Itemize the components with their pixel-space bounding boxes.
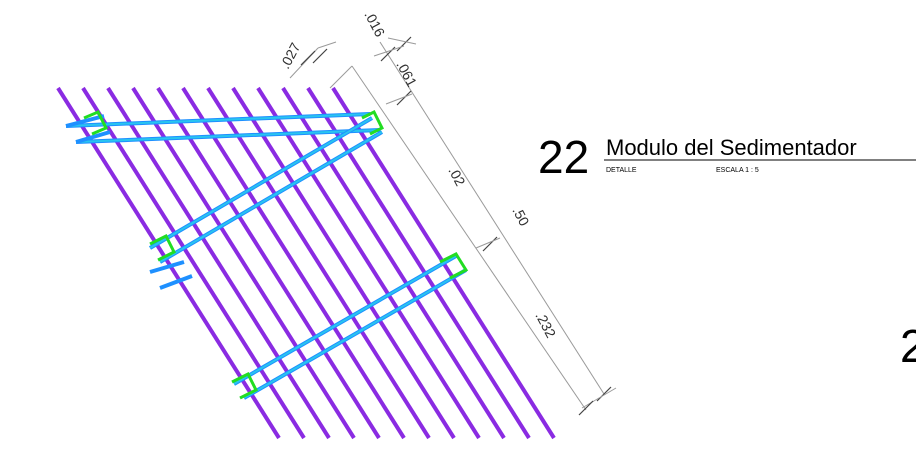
dimension-line	[373, 45, 405, 57]
support-beam-top	[65, 112, 381, 144]
dimension-tick	[396, 36, 412, 52]
beam-bracket	[361, 109, 385, 136]
beam-bracket	[231, 371, 259, 400]
dim-slat-spacing: .027	[277, 40, 304, 72]
dim-top-offset: .061	[393, 58, 420, 90]
inclined-plates	[56, 86, 556, 440]
detail-name: Modulo del Sedimentador	[606, 135, 857, 160]
dimension-line	[351, 65, 587, 411]
dimension-line	[317, 41, 337, 49]
plate-slat	[306, 86, 531, 440]
beam-face	[159, 131, 383, 263]
plate-slat	[256, 86, 481, 440]
beam-face	[233, 255, 457, 385]
dim-segment-upper: .02	[445, 164, 468, 189]
support-beam-bottom	[233, 254, 467, 400]
dimension-tick	[482, 236, 498, 252]
beam-face	[243, 269, 467, 399]
dimension-tick	[596, 386, 612, 402]
support-beams	[65, 109, 469, 400]
plate-slat	[206, 86, 431, 440]
beam-face	[149, 117, 373, 249]
beam-stub	[75, 130, 111, 144]
beam-stub	[149, 260, 185, 274]
next-detail-number: 2	[900, 320, 916, 372]
dimension-line	[581, 387, 617, 409]
plate-slat	[181, 86, 406, 440]
beam-face	[75, 129, 381, 143]
beam-bracket	[439, 252, 469, 280]
plate-slat	[231, 86, 456, 440]
dimension-tick	[396, 90, 412, 106]
dimension-line	[379, 41, 605, 395]
dimension-tick	[312, 48, 328, 64]
detail-scale: ESCALA 1 : 5	[716, 167, 759, 174]
dim-slat-thickness: .016	[361, 8, 388, 40]
beam-stub	[65, 114, 105, 128]
dimension-lines	[289, 36, 617, 416]
beam-stub	[159, 274, 193, 290]
plate-slat	[156, 86, 381, 440]
beam-bracket	[149, 233, 177, 262]
dim-segment-lower: .232	[532, 309, 559, 341]
dim-total-length: .50	[509, 204, 532, 229]
detail-number: 22	[538, 131, 589, 183]
dimension-line	[385, 93, 413, 105]
beam-face	[65, 113, 371, 127]
support-beam-middle	[148, 116, 384, 264]
detail-title-block: 22 Modulo del Sedimentador DETALLE ESCAL…	[538, 131, 916, 183]
plate-slat	[81, 86, 306, 440]
detail-type: DETALLE	[606, 167, 637, 174]
plate-slat	[131, 86, 356, 440]
dimension-tick	[578, 400, 594, 416]
dimension-line	[475, 237, 501, 249]
dimension-tick	[380, 46, 396, 62]
dimension-tick	[300, 50, 316, 66]
dimension-line	[329, 65, 353, 89]
dimension-line	[387, 37, 417, 45]
plate-slat	[106, 86, 331, 440]
beam-bracket	[83, 110, 109, 136]
